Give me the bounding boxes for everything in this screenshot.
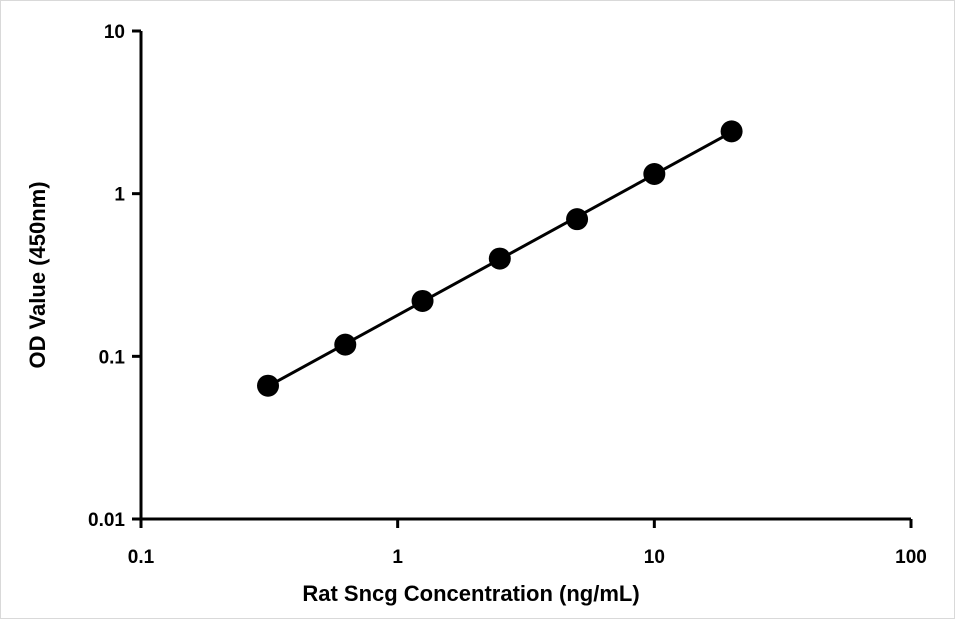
x-tick-label: 10 <box>644 547 665 568</box>
y-tick-label: 0.01 <box>88 510 125 531</box>
data-points <box>257 120 743 397</box>
y-tick-label: 0.1 <box>99 347 126 368</box>
data-point <box>566 208 589 231</box>
data-point <box>720 120 743 143</box>
data-point <box>643 162 666 185</box>
data-point <box>488 247 511 270</box>
x-ticks: 0.1 1 10 100 <box>128 519 927 568</box>
data-point <box>334 333 357 356</box>
x-tick-label: 100 <box>895 547 927 568</box>
x-tick-label: 1 <box>392 547 403 568</box>
y-axis-title: OD Value (450nm) <box>25 181 50 368</box>
data-point <box>257 374 280 397</box>
x-tick-label: 0.1 <box>128 547 155 568</box>
y-tick-label: 1 <box>114 185 125 206</box>
x-axis-title: Rat Sncg Concentration (ng/mL) <box>302 581 639 606</box>
y-tick-label: 10 <box>104 22 125 43</box>
y-ticks: 0.01 0.1 1 10 <box>88 22 141 531</box>
data-point <box>411 289 434 312</box>
